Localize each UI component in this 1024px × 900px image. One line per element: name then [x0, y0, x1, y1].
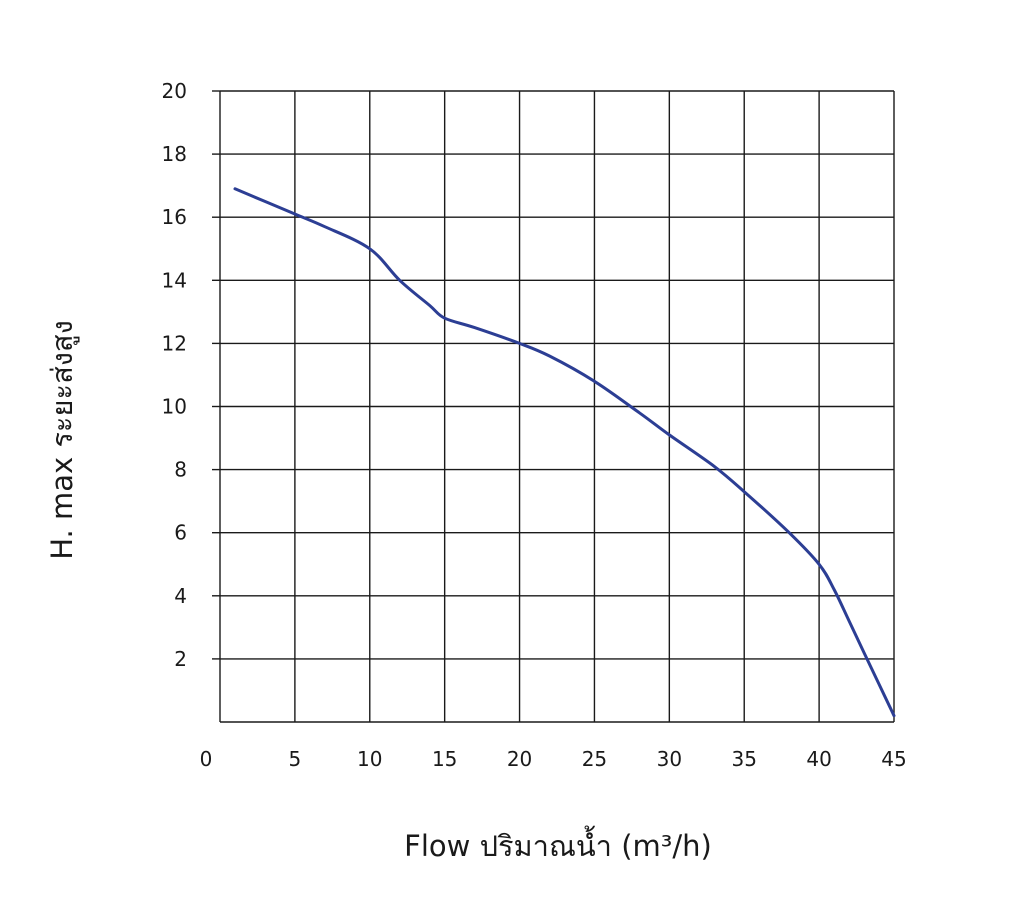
x-tick-label-15: 15: [432, 747, 457, 771]
x-tick-label-35: 35: [731, 747, 756, 771]
series-layer: [233, 187, 896, 718]
y-tick-label-18: 18: [162, 142, 187, 166]
series-line-0: [233, 187, 896, 718]
y-tick-label-10: 10: [162, 395, 187, 419]
y-axis-title: H. max ระยะส่งสูง: [45, 320, 80, 560]
x-tick-label-45: 45: [881, 747, 906, 771]
x-tick-label-10: 10: [357, 747, 382, 771]
x-tick-label-0: 0: [200, 747, 213, 771]
y-tick-label-16: 16: [162, 205, 187, 229]
y-tick-label-12: 12: [162, 331, 187, 355]
x-tick-label-25: 25: [582, 747, 607, 771]
x-tick-label-30: 30: [657, 747, 682, 771]
x-axis-title: Flow ปริมาณน้ำ (m³/h): [404, 825, 712, 863]
x-tick-label-5: 5: [289, 747, 302, 771]
y-tick-label-14: 14: [162, 268, 187, 292]
y-tick-label-6: 6: [174, 521, 187, 545]
tick-labels: 0 5 10 15 20 25 30 35 40 45 2 4 6 8 10 12 14 16 18 20: [162, 79, 907, 771]
x-tick-label-40: 40: [806, 747, 831, 771]
y-tick-label-20: 20: [162, 79, 187, 103]
grid: [212, 90, 895, 723]
y-tick-label-4: 4: [174, 584, 187, 608]
y-tick-label-8: 8: [174, 458, 187, 482]
y-tick-label-2: 2: [174, 647, 187, 671]
x-tick-label-20: 20: [507, 747, 532, 771]
